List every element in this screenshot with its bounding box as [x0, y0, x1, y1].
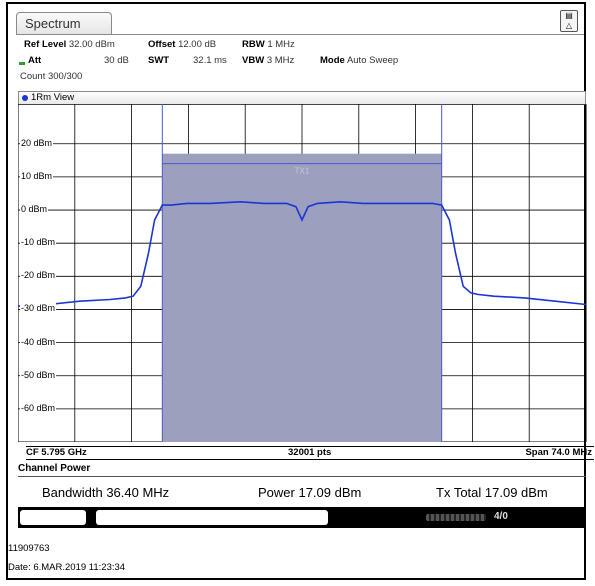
power-result: Power 17.09 dBm — [258, 485, 362, 500]
y-tick-label: -10 dBm — [20, 237, 57, 248]
channel-band: TX1 — [161, 104, 443, 442]
mode-setting: Mode Auto Sweep — [320, 55, 398, 66]
mode-label: Mode — [320, 55, 345, 66]
serial-number: 11909763 — [8, 543, 50, 554]
spectrum-trace — [18, 200, 587, 307]
channel-power-title: Channel Power — [18, 463, 91, 474]
y-tick-label: 20 dBm — [20, 137, 54, 148]
sweep-progress-bar — [426, 514, 486, 521]
capture-date: Date: 6.MAR.2019 11:23:34 — [8, 562, 126, 573]
channel-power-results: Bandwidth 36.40 MHz Power 17.09 dBm Tx T… — [18, 480, 586, 504]
vbw-value: 3 MHz — [266, 55, 295, 66]
att-value: 30 dB — [104, 55, 129, 66]
sweep-points: 32001 pts — [288, 447, 332, 458]
y-tick-label: -40 dBm — [20, 336, 57, 347]
vbw-label: VBW — [242, 55, 265, 66]
att-setting: Att — [28, 55, 41, 66]
y-tick-label: -50 dBm — [20, 369, 57, 380]
mode-value: Auto Sweep — [346, 55, 399, 66]
swt-value: 32.1 ms — [193, 55, 227, 66]
ref-level-label: Ref Level — [24, 39, 67, 50]
y-tick-label: 10 dBm — [20, 170, 54, 181]
offset-setting: Offset 12.00 dB — [148, 39, 216, 50]
rbw-label: RBW — [242, 39, 265, 50]
ref-level-setting: Ref Level 32.00 dBm — [24, 39, 115, 50]
progress-label: 4/0 — [494, 511, 508, 522]
offset-label: Offset — [148, 39, 176, 50]
window-toggle-icon[interactable]: ▤ △ — [560, 10, 578, 32]
spectrum-plot: TX1 — [18, 104, 587, 442]
rbw-value: 1 MHz — [267, 39, 295, 50]
frequency-bar: CF 5.795 GHz 32001 pts Span 74.0 MHz — [26, 446, 594, 460]
y-tick-label: -30 dBm — [20, 303, 57, 314]
ref-level-value: 32.00 dBm — [68, 39, 115, 50]
swt-label: SWT — [148, 55, 170, 66]
y-tick-label: -60 dBm — [20, 402, 57, 413]
center-frequency: CF 5.795 GHz — [26, 447, 87, 458]
trace-view-label: 1Rm View — [31, 92, 75, 103]
vbw-setting: VBW 3 MHz — [242, 55, 294, 66]
analyzer-window: Spectrum ▤ △ Ref Level 32.00 dBm Offset 1… — [6, 2, 594, 580]
sweep-count: Count 300/300 — [20, 71, 83, 82]
trace-line — [18, 200, 587, 307]
tab-divider — [16, 34, 584, 35]
status-field-1[interactable] — [20, 510, 86, 525]
channel-fill — [162, 153, 442, 442]
trace-dot-icon — [22, 95, 28, 101]
status-field-2[interactable] — [96, 510, 328, 525]
channel-label: TX1 — [295, 167, 310, 176]
tx-total-result: Tx Total 17.09 dBm — [436, 485, 548, 500]
span-value: Span 74.0 MHz — [525, 447, 592, 458]
bandwidth-result: Bandwidth 36.40 MHz — [42, 485, 170, 500]
y-tick-label: -20 dBm — [20, 270, 57, 281]
rbw-setting: RBW 1 MHz — [242, 39, 295, 50]
trace-view-bar[interactable]: 1Rm View — [18, 91, 586, 105]
tab-spectrum[interactable]: Spectrum — [16, 12, 112, 34]
status-bar: 4/0 — [18, 507, 586, 528]
att-indicator-icon — [19, 62, 25, 65]
channel-power-divider — [18, 476, 586, 477]
att-label: Att — [28, 55, 42, 66]
y-tick-label: 0 dBm — [20, 204, 49, 215]
swt-setting: SWT — [148, 55, 169, 66]
plot-border — [18, 104, 587, 442]
offset-value: 12.00 dB — [178, 39, 217, 50]
